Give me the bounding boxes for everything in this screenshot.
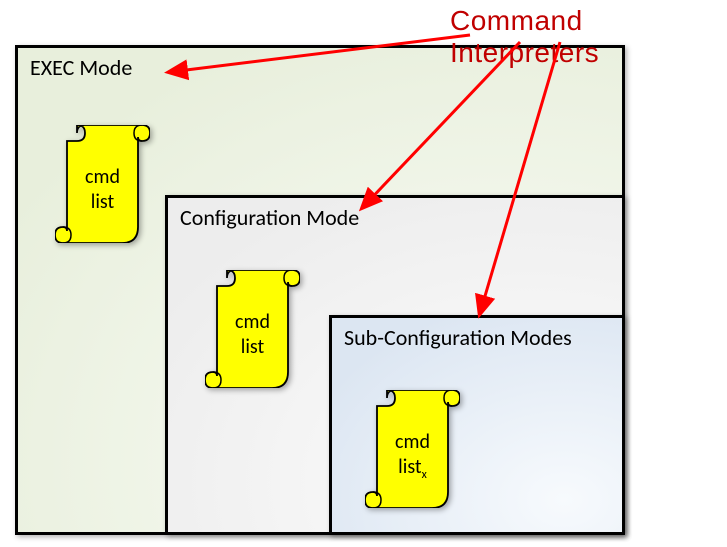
- scroll-line2: list: [91, 190, 114, 214]
- diagram-title: Command Interpreters: [450, 5, 727, 69]
- exec-scroll-icon: cmd list: [55, 125, 150, 243]
- subconfig-mode-label: Sub-Configuration Modes: [344, 324, 572, 351]
- config-mode-label: Configuration Mode: [180, 204, 359, 231]
- scroll-line2: list: [398, 455, 421, 479]
- config-scroll-icon: cmd list: [205, 270, 300, 388]
- exec-mode-label: EXEC Mode: [30, 54, 132, 81]
- exec-scroll-text: cmd list: [55, 165, 150, 218]
- config-scroll-text: cmd list: [205, 310, 300, 363]
- scroll-line2: list: [241, 335, 264, 359]
- subconfig-scroll-icon: cmd listx: [365, 390, 460, 508]
- scroll-line1: cmd: [235, 310, 270, 334]
- scroll-line1: cmd: [395, 430, 430, 454]
- subconfig-scroll-text: cmd listx: [365, 430, 460, 483]
- scroll-line1: cmd: [85, 165, 120, 189]
- scroll-sub: x: [422, 468, 427, 482]
- diagram-canvas: EXEC Mode Configuration Mode Sub-Configu…: [15, 45, 625, 535]
